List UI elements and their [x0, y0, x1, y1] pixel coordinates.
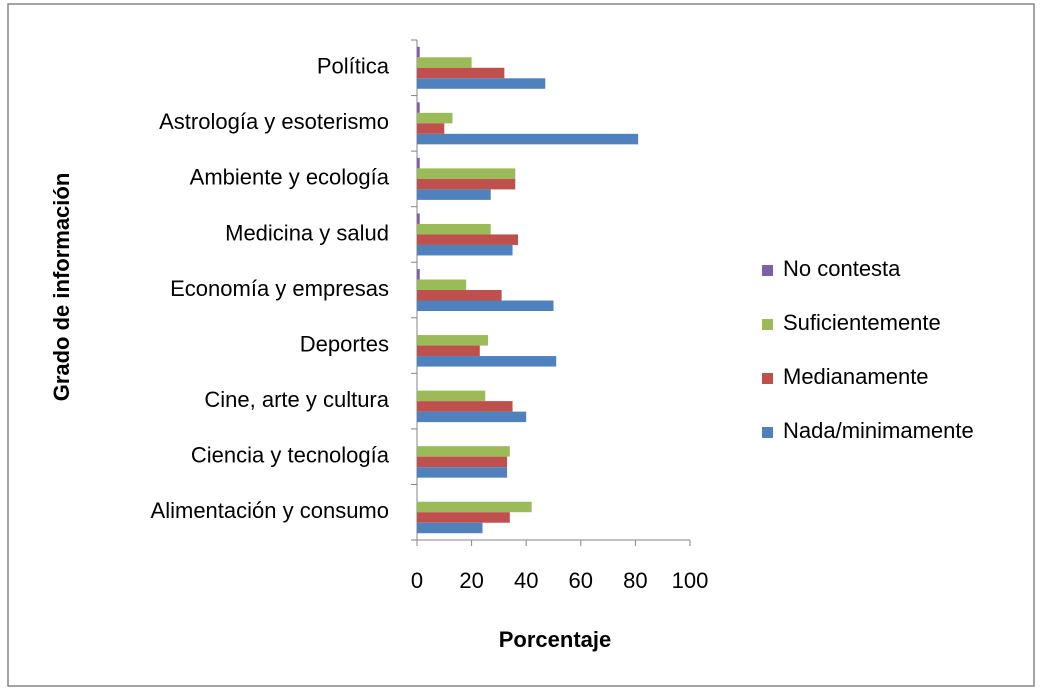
bar [417, 67, 505, 79]
bar [417, 223, 491, 235]
bar [417, 467, 508, 478]
y-tick-label: Astrología y esoterismo [159, 109, 389, 134]
y-axis-title: Grado de información [49, 173, 74, 402]
bar [417, 411, 527, 423]
bar [417, 178, 516, 190]
bar [417, 279, 467, 290]
legend-swatch [762, 265, 773, 276]
bar [417, 133, 639, 145]
legend-swatch [762, 427, 773, 438]
bar [417, 157, 420, 169]
legend-label: Nada/minimamente [783, 418, 974, 443]
y-tick-label: Economía y empresas [170, 276, 389, 301]
y-tick-label: Ambiente y ecología [190, 165, 390, 190]
bar [417, 290, 502, 301]
bar [417, 356, 557, 367]
bar [417, 189, 491, 200]
x-tick-label: 80 [623, 568, 647, 593]
legend-swatch [762, 319, 773, 330]
legend-label: Medianamente [783, 364, 929, 389]
legend-label: No contesta [783, 256, 901, 281]
x-tick-label: 0 [411, 568, 423, 593]
bar [417, 244, 513, 256]
bar [417, 401, 513, 412]
x-tick-label: 40 [514, 568, 538, 593]
x-tick-label: 20 [459, 568, 483, 593]
y-tick-label: Medicina y salud [225, 220, 389, 245]
bar [417, 57, 472, 68]
bar [417, 501, 532, 513]
y-tick-label: Cine, arte y cultura [204, 387, 389, 412]
bar [417, 522, 483, 534]
bar [417, 213, 420, 224]
bar [417, 335, 488, 346]
legend-swatch [762, 373, 773, 384]
bar [417, 456, 508, 468]
bar [417, 78, 546, 89]
bar [417, 390, 486, 402]
bar [417, 300, 554, 311]
bar [417, 123, 445, 134]
y-tick-label: Deportes [300, 331, 389, 356]
bar [417, 269, 420, 280]
x-axis-title: Porcentaje [499, 627, 612, 652]
bar [417, 46, 420, 58]
x-tick-label: 100 [672, 568, 709, 593]
chart-frame [7, 3, 1035, 687]
bar [417, 234, 519, 245]
bar [417, 168, 516, 179]
y-tick-label: Política [317, 54, 390, 79]
legend-label: Suficientemente [783, 310, 941, 335]
bar [417, 102, 420, 113]
bar [417, 446, 510, 457]
y-tick-label: Ciencia y tecnología [191, 442, 390, 467]
bar [417, 112, 453, 124]
y-tick-label: Alimentación y consumo [151, 498, 389, 523]
x-tick-label: 60 [569, 568, 593, 593]
bar [417, 345, 480, 357]
bar [417, 512, 510, 523]
